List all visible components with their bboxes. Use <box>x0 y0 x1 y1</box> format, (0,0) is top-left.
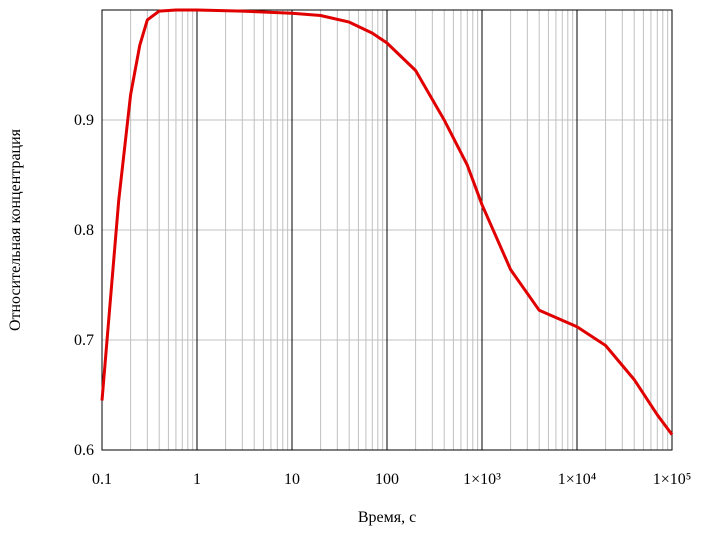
y-tick-label: 0.7 <box>74 332 94 349</box>
x-tick-label: 1×10³ <box>463 471 501 488</box>
x-tick-label: 1 <box>193 471 201 488</box>
y-tick-label: 0.9 <box>74 112 94 129</box>
x-tick-label: 1×10⁵ <box>653 471 692 488</box>
x-tick-label: 100 <box>375 471 399 488</box>
x-tick-label: 10 <box>284 471 300 488</box>
x-axis-label: Время, с <box>358 509 416 526</box>
x-tick-label: 1×10⁴ <box>558 471 597 488</box>
line <box>100 8 674 436</box>
y-tick-label: 0.6 <box>74 442 94 459</box>
y-tick-label: 0.8 <box>74 222 94 239</box>
plot-frame <box>101 9 673 451</box>
y-axis-label: Относительная концентрация <box>7 128 24 331</box>
x-tick-label: 0.1 <box>92 471 112 488</box>
